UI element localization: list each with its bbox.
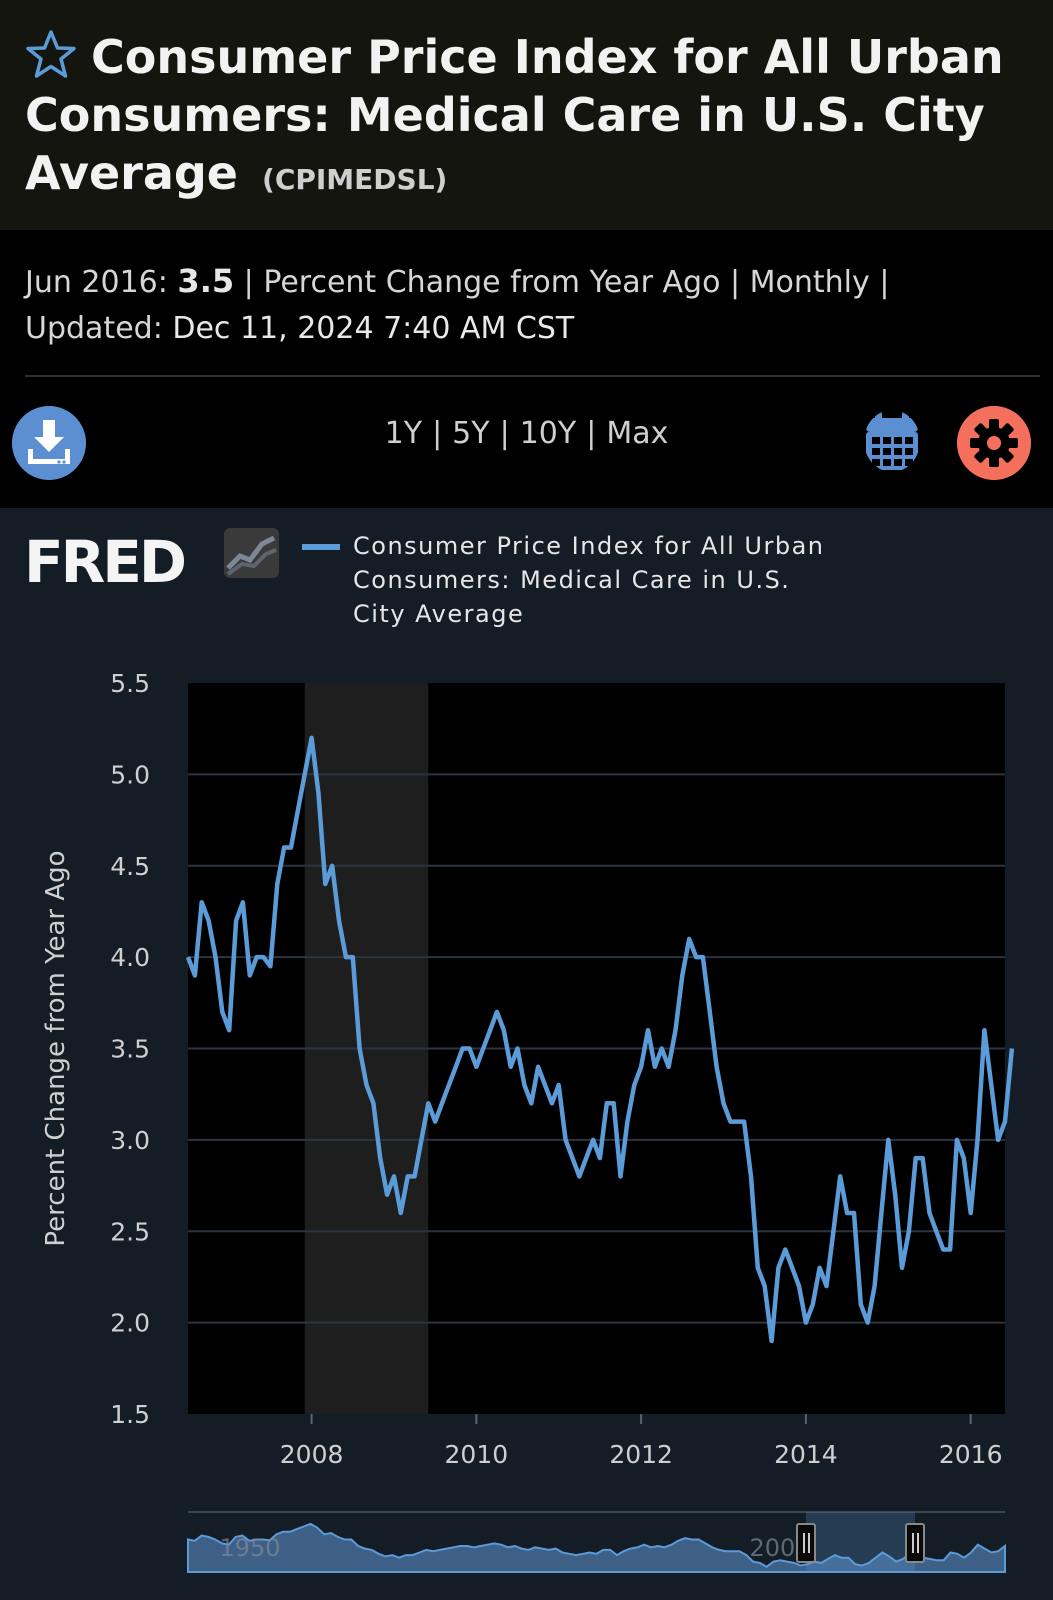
x-tick-label: 2008 <box>280 1440 344 1469</box>
chart[interactable]: FRED Consumer Price Index for All Urban C… <box>0 508 1053 1600</box>
updated-label: Updated: <box>25 311 163 346</box>
y-tick-label: 4.5 <box>110 852 150 881</box>
download-button[interactable] <box>12 406 86 480</box>
observation-value: 3.5 <box>177 262 235 300</box>
fred-logo-icon <box>224 528 279 578</box>
y-tick-label: 2.0 <box>110 1309 150 1338</box>
series-meta: Jun 2016: 3.5 | Percent Change from Year… <box>25 262 890 346</box>
fred-logo: FRED <box>24 528 185 596</box>
x-tick-label: 2012 <box>609 1440 673 1469</box>
chart-area: FRED Consumer Price Index for All Urban C… <box>0 508 1053 1600</box>
range-10y[interactable]: 10Y <box>519 416 577 451</box>
frequency-label: Monthly <box>749 265 870 300</box>
legend-swatch <box>302 544 340 550</box>
navigator-series <box>187 1522 1006 1573</box>
page-title: Consumer Price Index for All Urban Consu… <box>25 28 1035 209</box>
navigator-selection[interactable] <box>806 1512 915 1572</box>
x-tick-label: 2014 <box>774 1440 838 1469</box>
series-id: (CPIMEDSL) <box>262 163 448 196</box>
settings-button[interactable] <box>957 406 1031 480</box>
range-5y[interactable]: 5Y <box>452 416 490 451</box>
legend: Consumer Price Index for All Urban Consum… <box>302 532 824 628</box>
x-tick-label: 2010 <box>445 1440 509 1469</box>
y-tick-label: 5.5 <box>110 669 150 698</box>
calendar-button[interactable] <box>864 410 920 472</box>
x-axis-ticks: 2008 2010 2012 2014 2016 <box>280 1414 1003 1469</box>
y-axis-label: Percent Change from Year Ago <box>41 850 71 1246</box>
range-1y[interactable]: 1Y <box>384 416 423 451</box>
updated-value: Dec 11, 2024 7:40 AM CST <box>172 311 575 346</box>
navigator-handle-left[interactable] <box>796 1523 816 1563</box>
y-axis-ticks: 1.5 2.0 2.5 3.0 3.5 4.0 4.5 5.0 5.5 <box>110 669 150 1429</box>
range-max[interactable]: Max <box>606 416 669 451</box>
observation-date: Jun 2016: <box>25 265 168 300</box>
divider <box>25 375 1040 377</box>
star-icon[interactable] <box>25 29 77 81</box>
range-navigator[interactable]: 1950 2000 <box>187 1511 1006 1573</box>
navigator-ticks: 1950 2000 <box>219 1534 810 1562</box>
y-tick-label: 5.0 <box>110 760 150 789</box>
y-tick-label: 3.5 <box>110 1035 150 1064</box>
download-icon <box>28 420 70 464</box>
navigator-handle-right[interactable] <box>905 1523 925 1563</box>
title-text: Consumer Price Index for All Urban Consu… <box>25 30 1004 200</box>
chart-toolbar: 1Y | 5Y | 10Y | Max <box>0 378 1053 508</box>
range-selector: 1Y | 5Y | 10Y | Max <box>384 416 669 451</box>
y-tick-label: 2.5 <box>110 1217 150 1246</box>
y-tick-label: 4.0 <box>110 943 150 972</box>
legend-label: Consumer Price Index for All Urban Consum… <box>353 532 824 628</box>
x-tick-label: 2016 <box>939 1440 1003 1469</box>
navigator-tick-label: 1950 <box>219 1534 280 1562</box>
series-line <box>185 735 1015 1344</box>
y-tick-label: 1.5 <box>110 1400 150 1429</box>
page-header: Consumer Price Index for All Urban Consu… <box>0 0 1053 230</box>
y-tick-label: 3.0 <box>110 1126 150 1155</box>
gear-icon <box>970 419 1018 467</box>
units-label: Percent Change from Year Ago <box>263 265 721 300</box>
